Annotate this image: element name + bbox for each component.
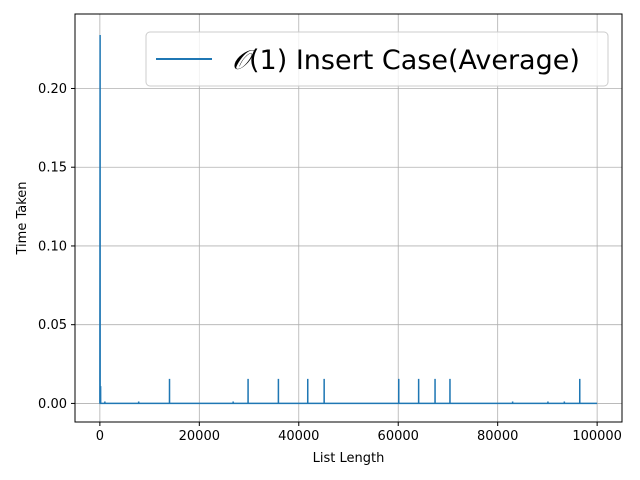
x-axis: 0 20000 40000 60000 80000 100000 — [96, 422, 622, 444]
legend-text: (1) Insert Case(Average) — [249, 45, 580, 76]
legend-box — [145, 31, 609, 87]
x-tick-label: 20000 — [179, 429, 220, 444]
series-line — [99, 34, 598, 405]
x-tick-label: 80000 — [477, 429, 518, 444]
y-tick-label: 0.20 — [38, 82, 67, 97]
legend: 𝒪(1) Insert Case(Average) — [145, 31, 609, 87]
y-tick-label: 0.00 — [38, 397, 67, 412]
y-axis-label: Time Taken — [15, 181, 30, 255]
y-tick-label: 0.15 — [38, 161, 67, 176]
legend-label: 𝒪(1) Insert Case(Average) — [232, 45, 580, 76]
x-tick-label: 60000 — [378, 429, 419, 444]
y-tick-label: 0.10 — [38, 239, 67, 254]
y-tick-label: 0.05 — [38, 318, 67, 333]
x-tick-label: 0 — [96, 429, 104, 444]
x-tick-label: 40000 — [278, 429, 319, 444]
y-axis: 0.00 0.05 0.10 0.15 0.20 — [38, 82, 75, 412]
plot-frame — [74, 13, 623, 423]
x-tick-label: 100000 — [572, 429, 622, 444]
series-layer — [99, 34, 598, 405]
x-axis-label: List Length — [313, 451, 385, 466]
